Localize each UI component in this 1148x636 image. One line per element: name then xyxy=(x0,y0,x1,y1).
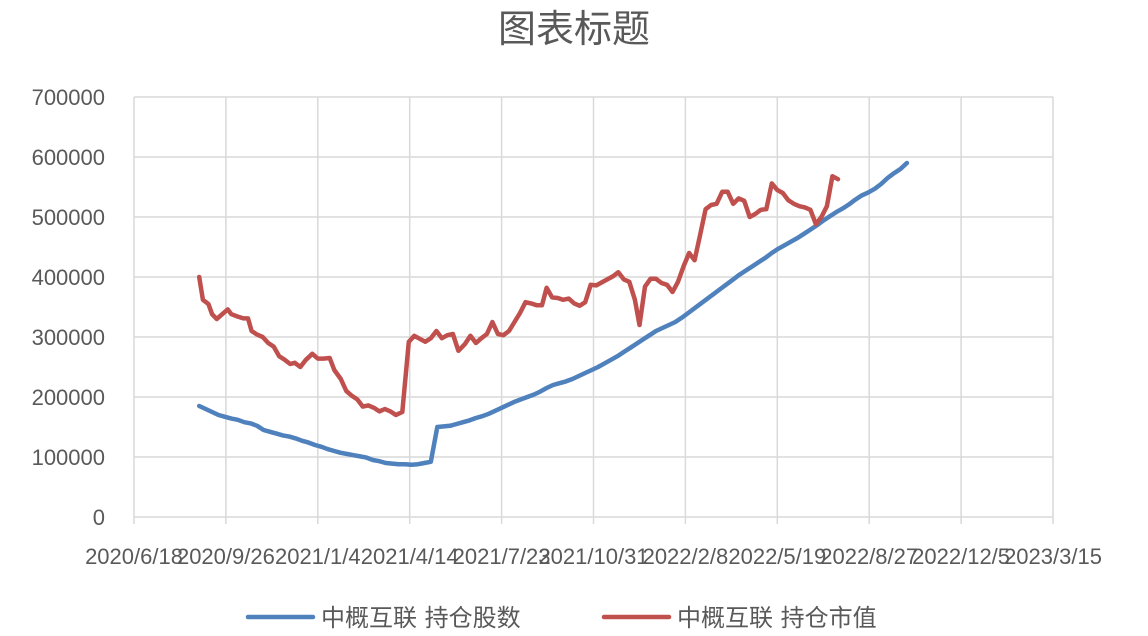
series-lines xyxy=(196,160,910,468)
series-line-2 xyxy=(196,173,841,418)
legend: 中概互联 持仓股数 中概互联 持仓市值 xyxy=(245,604,877,632)
x-tick-label: 2023/3/15 xyxy=(1004,544,1102,569)
x-tick-label: 2022/2/8 xyxy=(643,544,729,569)
chart-title: 图表标题 xyxy=(498,7,650,51)
y-tick-label: 200000 xyxy=(32,385,105,410)
x-tick-label: 2020/9/26 xyxy=(177,544,275,569)
y-tick-label: 500000 xyxy=(32,205,105,230)
x-tick-label: 2020/6/18 xyxy=(85,544,183,569)
y-tick-label: 400000 xyxy=(32,265,105,290)
y-tick-label: 100000 xyxy=(32,445,105,470)
x-tick-label: 2021/4/14 xyxy=(361,544,459,569)
x-tick-label: 2022/12/5 xyxy=(912,544,1010,569)
x-tick-label: 2022/8/27 xyxy=(820,544,918,569)
x-tick-label: 2021/10/31 xyxy=(538,544,648,569)
gridlines xyxy=(133,96,1054,517)
x-tick-label: 2021/1/4 xyxy=(275,544,361,569)
y-tick-label: 0 xyxy=(93,505,105,530)
legend-label-2: 中概互联 持仓市值 xyxy=(677,604,877,632)
series-line-1 xyxy=(196,160,910,468)
x-tick-label: 2022/5/19 xyxy=(728,544,826,569)
y-tick-label: 600000 xyxy=(32,145,105,170)
y-axis: 0 100000 200000 300000 400000 500000 600000 700… xyxy=(32,85,105,530)
x-tick-label: 2021/7/23 xyxy=(453,544,551,569)
y-tick-label: 700000 xyxy=(32,85,105,110)
y-tick-label: 300000 xyxy=(32,325,105,350)
legend-label-1: 中概互联 持仓股数 xyxy=(321,604,521,632)
